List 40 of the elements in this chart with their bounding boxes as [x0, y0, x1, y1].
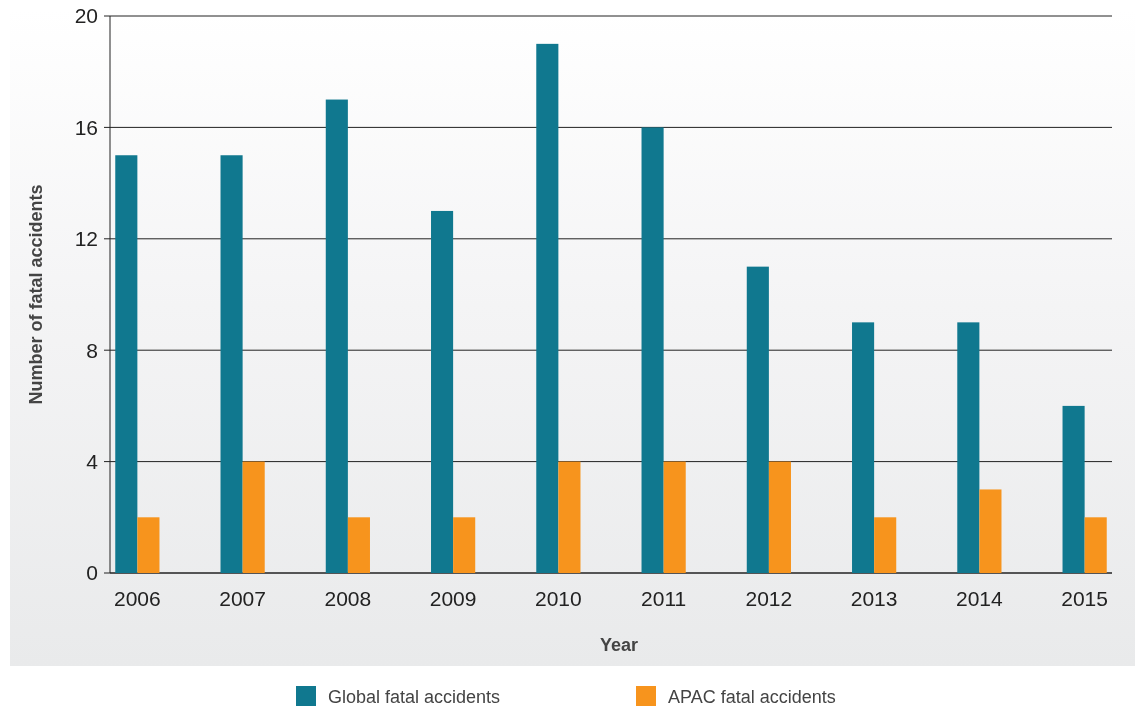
bar	[663, 461, 686, 573]
y-tick-label: 12	[74, 227, 98, 251]
x-tick-label: 2010	[535, 587, 582, 610]
y-tick-label: 4	[86, 449, 99, 473]
y-axis-title: Number of fatal accidents	[26, 184, 46, 405]
y-tick-label: 16	[74, 115, 98, 139]
bar	[1084, 517, 1107, 573]
bar	[957, 322, 980, 573]
x-tick-label: 2013	[850, 587, 898, 610]
bar	[242, 461, 265, 573]
bar	[325, 99, 348, 573]
x-tick-label: 2011	[641, 587, 687, 610]
x-tick-label: 2012	[745, 587, 793, 610]
legend-label: APAC fatal accidents	[668, 687, 836, 708]
bar	[347, 517, 370, 573]
x-tick-label: 2007	[219, 587, 266, 610]
bar	[1062, 405, 1085, 573]
x-tick-label: 2006	[114, 587, 161, 610]
x-tick-label: 2015	[1061, 587, 1108, 610]
bar	[137, 517, 160, 573]
bar	[220, 155, 243, 573]
bar	[115, 155, 138, 573]
bar	[979, 489, 1002, 573]
bar	[746, 266, 769, 573]
bar	[641, 127, 664, 573]
bar	[453, 517, 476, 573]
bar	[874, 517, 897, 573]
bar	[768, 461, 791, 573]
bar	[431, 210, 454, 573]
x-tick-label: 2014	[956, 587, 1004, 610]
bar	[852, 322, 875, 573]
y-tick-label: 20	[74, 4, 98, 28]
x-tick-label: 2009	[429, 587, 477, 610]
x-tick-label: 2008	[324, 587, 372, 610]
bar	[536, 43, 559, 573]
legend-label: Global fatal accidents	[328, 687, 501, 708]
y-tick-label: 0	[86, 561, 98, 585]
bar	[558, 461, 581, 573]
x-axis-title: Year	[599, 635, 639, 655]
y-tick-label: 8	[86, 338, 98, 362]
